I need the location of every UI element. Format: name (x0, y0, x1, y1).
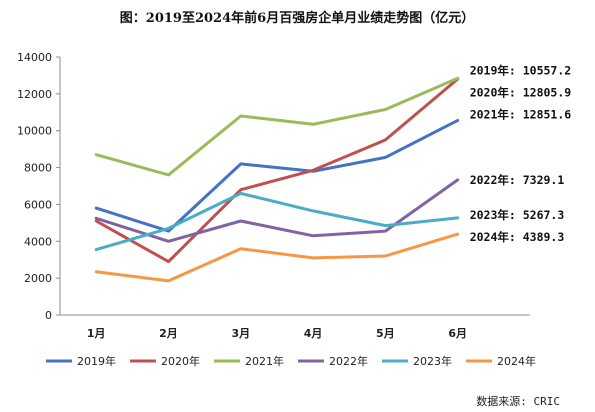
series-line-2019年 (94, 118, 460, 233)
chart-title: 图：2019至2024年前6月百强房企单月业绩走势图（亿元） (120, 10, 474, 26)
legend-label: 2020年 (161, 354, 200, 368)
y-tick-label: 14000 (17, 51, 52, 64)
x-axis: 1月 2月 3月 4月 5月 6月 (60, 314, 530, 340)
x-tick-label: 5月 (376, 327, 395, 340)
legend-label: 2023年 (413, 354, 452, 368)
y-axis: 0 2000 4000 6000 8000 10000 12000 14000 (17, 51, 61, 322)
y-tick-label: 4000 (24, 235, 52, 248)
x-tick-label: 1月 (87, 327, 106, 340)
x-tick-label: 2月 (159, 327, 178, 340)
y-tick-label: 12000 (17, 88, 52, 101)
end-value-annotation: 2023年: 5267.3 (470, 208, 565, 222)
end-value-annotation: 2019年: 10557.2 (470, 64, 572, 78)
legend-label: 2019年 (77, 354, 116, 368)
series-lines (94, 76, 460, 283)
x-tick-label: 6月 (448, 327, 467, 340)
series-line-2023年 (94, 191, 460, 252)
series-line-2021年 (94, 76, 460, 177)
y-tick-label: 6000 (24, 198, 52, 211)
series-line-2020年 (94, 77, 460, 264)
x-tick-label: 4月 (304, 327, 323, 340)
end-value-annotation: 2022年: 7329.1 (470, 173, 565, 187)
end-annotations: 2019年: 10557.2 2020年: 12805.9 2021年: 12851… (470, 64, 572, 244)
series-line-2022年 (94, 178, 460, 243)
end-value-annotation: 2021年: 12851.6 (470, 108, 572, 122)
legend-label: 2021年 (245, 354, 284, 368)
y-tick-label: 10000 (17, 125, 52, 138)
legend-label: 2022年 (329, 354, 368, 368)
source-note: 数据来源: CRIC (476, 394, 560, 408)
y-tick-label: 2000 (24, 272, 52, 285)
end-value-annotation: 2024年: 4389.3 (470, 230, 565, 244)
end-value-annotation: 2020年: 12805.9 (470, 86, 572, 100)
legend: 2019年 2020年 2021年 2022年 2023年 2024年 (46, 354, 536, 368)
x-tick-label: 3月 (231, 327, 250, 340)
y-tick-label: 0 (45, 309, 52, 322)
legend-label: 2024年 (497, 354, 536, 368)
y-tick-label: 8000 (24, 162, 52, 175)
series-line-2024年 (94, 232, 460, 283)
